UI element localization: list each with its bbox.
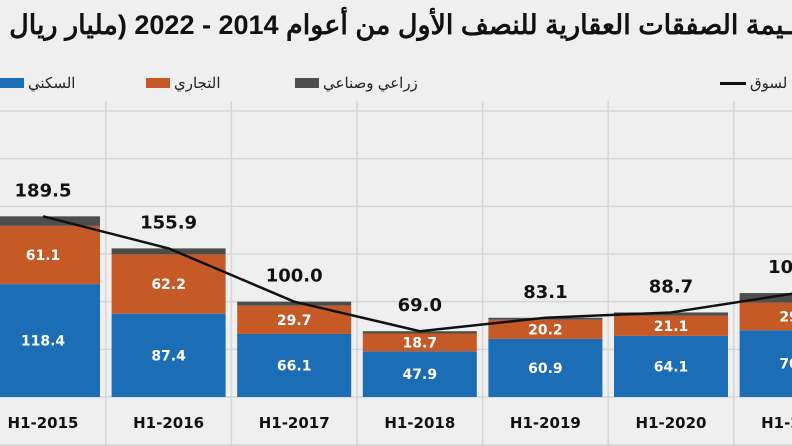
bar-residential	[739, 330, 792, 397]
x-tick-label: H1-2016	[133, 414, 204, 432]
agri-swatch-icon	[295, 78, 319, 88]
commercial-value-label: 29.0	[779, 309, 792, 325]
bar-residential	[111, 313, 226, 397]
bar-residential	[362, 351, 477, 397]
commercial-value-label: 21.1	[654, 319, 689, 335]
x-tick-label: H1-2019	[510, 414, 581, 432]
residential-value-label: 87.4	[151, 348, 186, 364]
total-market-line	[42, 215, 792, 333]
legend-agri-label: زراعي وصناعي	[323, 75, 418, 92]
total-value-label: 88.7	[649, 276, 693, 297]
bar-commercial	[614, 315, 728, 336]
bar-commercial	[362, 333, 477, 352]
bar-commercial	[739, 302, 792, 331]
legend-commercial-label: التجاري	[174, 75, 221, 92]
legend-agri-industrial: زراعي وصناعي	[295, 74, 418, 92]
bar-commercial	[0, 225, 100, 285]
legend-residential: السكني	[0, 74, 75, 92]
residential-value-label: 118.4	[21, 334, 66, 350]
residential-value-label: 70.0	[779, 357, 792, 373]
chart-title: ـيمة الصفقات العقارية للنصف الأول من أعو…	[9, 10, 792, 40]
commercial-value-label: 29.7	[277, 313, 312, 329]
total-value-label: 100.0	[266, 266, 323, 287]
residential-value-label: 64.1	[654, 359, 689, 375]
total-value-label: 109.0	[768, 257, 792, 278]
bar-agri-industrial	[0, 216, 100, 226]
commercial-value-label: 20.2	[528, 322, 563, 338]
commercial-value-label: 62.2	[151, 277, 186, 293]
residential-swatch-icon	[0, 78, 24, 88]
commercial-value-label: 18.7	[403, 335, 438, 351]
x-tick-label: H1-2020	[636, 414, 707, 432]
bar-residential	[488, 338, 603, 397]
bar-agri-industrial	[614, 312, 728, 316]
residential-value-label: 47.9	[403, 367, 438, 383]
bar-agri-industrial	[237, 301, 352, 306]
bar-agri-industrial	[111, 248, 226, 255]
total-value-label: 155.9	[140, 212, 197, 233]
bar-commercial	[488, 319, 603, 339]
total-line-icon	[720, 81, 746, 85]
residential-value-label: 60.9	[528, 361, 563, 377]
x-tick-label: H1-2018	[384, 414, 455, 432]
x-tick-label: H1-2017	[259, 414, 330, 432]
commercial-value-label: 61.1	[26, 248, 61, 264]
bar-residential	[614, 335, 728, 397]
total-value-label: 189.5	[15, 180, 72, 201]
bar-residential	[237, 333, 352, 397]
legend-total: لسوق	[720, 74, 787, 92]
x-tick-label: H1-2015	[8, 414, 79, 432]
bar-residential	[0, 284, 100, 397]
residential-value-label: 66.1	[277, 358, 312, 374]
legend-total-label: لسوق	[750, 75, 788, 92]
total-value-label: 83.1	[523, 282, 567, 303]
x-tick-label: H1-2021	[761, 414, 792, 432]
legend-commercial: التجاري	[146, 74, 221, 92]
legend-residential-label: السكني	[28, 75, 76, 92]
total-value-label: 69.0	[398, 295, 442, 316]
commercial-swatch-icon	[146, 78, 170, 88]
